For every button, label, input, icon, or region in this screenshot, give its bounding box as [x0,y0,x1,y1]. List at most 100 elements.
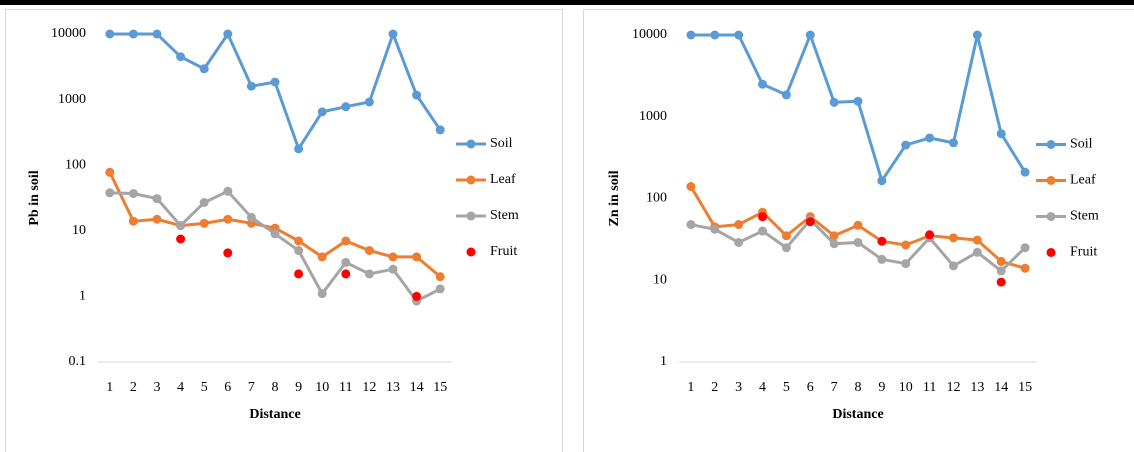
point [317,252,327,262]
x-tick-label: 7 [831,380,838,395]
point [223,29,233,39]
point [925,133,935,143]
y-tick-label: 0.1 [69,354,87,369]
point [199,218,209,228]
y-tick-label: 100 [65,157,86,172]
point [710,30,720,40]
y-axis-label: Zn in soil [607,170,622,226]
legend-label: Stem [1070,209,1099,224]
point [805,217,815,227]
x-tick-label: 13 [386,380,400,395]
point [972,235,982,245]
point [925,230,935,240]
point [341,269,351,279]
point [105,167,115,177]
point [805,30,815,40]
x-axis-label: Distance [832,407,883,422]
point [270,229,280,239]
point [781,90,791,100]
point [294,236,304,246]
point [364,269,374,279]
point [948,261,958,271]
x-tick-label: 5 [201,380,208,395]
y-axis-label: Pb in soil [27,170,42,225]
point [1020,263,1030,273]
point [853,237,863,247]
point [388,252,398,262]
point [152,214,162,224]
point [223,214,233,224]
point [435,284,445,294]
point [317,289,327,299]
point [829,239,839,249]
point [412,291,422,301]
x-tick-label: 7 [248,380,255,395]
point [152,194,162,204]
legend-label: Leaf [490,172,516,187]
point [294,144,304,154]
point [758,226,768,236]
y-tick-label: 100 [646,191,667,206]
legend-label: Soil [1070,137,1093,152]
y-tick-label: 10000 [632,27,667,42]
legend-marker [1046,212,1056,221]
point [686,220,696,230]
point [105,188,115,198]
x-tick-label: 11 [923,380,936,395]
x-tick-label: 1 [687,380,694,395]
point [877,236,887,246]
point [948,138,958,148]
x-tick-label: 5 [783,380,790,395]
point [972,247,982,257]
point [829,231,839,241]
point [412,252,422,262]
legend-label: Fruit [490,244,517,259]
point [686,182,696,192]
point [734,237,744,247]
point [128,29,138,39]
point [1020,167,1030,177]
x-tick-label: 13 [970,380,984,395]
point [388,29,398,39]
legend-marker [466,247,476,257]
point [176,52,186,62]
top-rule [0,0,1134,5]
y-tick-label: 1000 [639,109,667,124]
panel [583,9,1134,452]
x-tick-label: 3 [735,380,742,395]
series-line [690,30,1027,185]
x-tick-label: 6 [807,380,814,395]
x-tick-label: 9 [878,380,885,395]
x-tick-label: 1 [106,380,113,395]
point [996,266,1006,276]
point [877,176,887,186]
point [686,30,696,40]
x-tick-label: 2 [130,380,137,395]
legend-marker [1046,176,1056,185]
point [294,246,304,256]
point [246,212,256,222]
x-tick-label: 15 [1018,380,1032,395]
legend-marker [1046,248,1056,257]
point [734,30,744,40]
point [853,96,863,106]
series-line [109,29,442,153]
point [128,216,138,226]
point [317,107,327,117]
point [877,254,887,264]
point [270,77,280,87]
point [758,79,768,89]
x-tick-label: 9 [295,380,302,395]
legend-marker [466,139,476,149]
legend-label: Stem [490,208,519,223]
point [199,64,209,74]
x-axis-label: Distance [249,407,300,422]
y-tick-label: 1 [79,289,86,304]
point [341,102,351,112]
point [176,221,186,231]
point [294,269,304,279]
point [948,233,958,243]
x-tick-label: 11 [339,380,352,395]
x-tick-label: 12 [946,380,960,395]
